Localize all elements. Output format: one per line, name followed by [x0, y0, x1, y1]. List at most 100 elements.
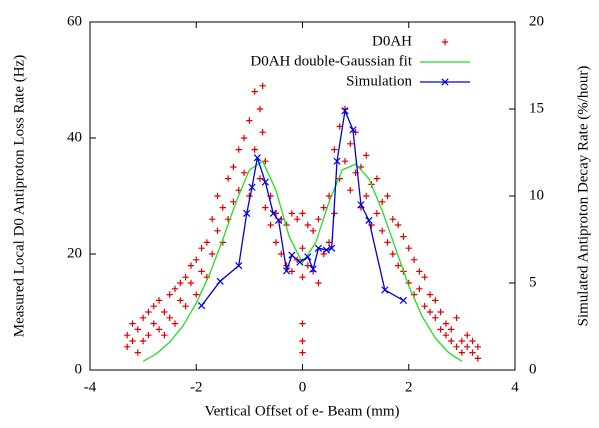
series-line [201, 108, 404, 307]
data-point [432, 297, 439, 304]
y2-tick-label: 20 [529, 13, 544, 29]
y2-tick-label: 5 [529, 274, 537, 290]
data-point [299, 245, 306, 252]
x-tick-label: 2 [405, 379, 413, 395]
y2-tick-label: 0 [529, 361, 537, 377]
legend-label: D0AH double-Gaussian fit [250, 53, 412, 69]
data-point [347, 140, 354, 147]
x-axis-label: Vertical Offset of e- Beam (mm) [204, 403, 399, 419]
data-point [193, 291, 200, 298]
data-point [139, 337, 147, 345]
y-tick-label: 60 [67, 13, 82, 29]
y2-tick-label: 15 [529, 100, 544, 116]
data-point [235, 146, 242, 153]
data-point [177, 297, 184, 304]
data-point [336, 123, 343, 130]
data-point [463, 332, 471, 339]
series-line [142, 160, 463, 362]
x-tick-label: 0 [299, 379, 307, 395]
x-tick-label: -2 [190, 379, 203, 395]
data-point [349, 126, 357, 134]
data-point [365, 216, 373, 224]
data-point [458, 337, 466, 345]
data-point [474, 343, 482, 350]
data-point [293, 216, 301, 223]
data-point [463, 343, 471, 350]
data-point [442, 332, 450, 339]
data-point [458, 349, 466, 356]
data-point [426, 308, 434, 316]
data-point [274, 216, 283, 224]
data-point [187, 262, 195, 269]
data-point [197, 301, 206, 310]
data-point [474, 355, 482, 362]
data-point [304, 253, 312, 261]
data-point [394, 262, 402, 269]
data-point [282, 267, 291, 275]
data-point [166, 291, 173, 298]
data-point [448, 326, 455, 333]
data-point [296, 258, 304, 266]
data-point [381, 286, 389, 294]
data-point [261, 178, 269, 186]
data-point [177, 279, 184, 287]
data-point [150, 320, 157, 327]
data-point [299, 349, 306, 356]
data-point [193, 256, 200, 263]
y2-tick-label: 10 [529, 187, 544, 203]
data-point [145, 332, 152, 339]
data-point [309, 265, 317, 273]
data-point [240, 134, 248, 142]
data-point [243, 209, 251, 218]
data-point [262, 204, 269, 211]
data-point [328, 244, 336, 252]
data-point [373, 175, 381, 182]
data-point [216, 277, 224, 285]
data-point [123, 343, 131, 350]
data-point [410, 256, 418, 263]
legend-label: D0AH [372, 33, 412, 49]
data-point [123, 332, 131, 339]
data-point [299, 337, 306, 345]
data-point [469, 337, 476, 345]
data-point [214, 192, 221, 200]
data-point [304, 221, 312, 229]
data-point [155, 297, 163, 304]
data-point [315, 279, 322, 287]
data-point [389, 250, 397, 258]
data-point [299, 210, 306, 217]
data-point [171, 285, 179, 292]
data-point [235, 261, 243, 270]
data-point [198, 268, 205, 275]
data-point [161, 332, 168, 339]
x-tick-label: -4 [84, 379, 97, 395]
data-point [357, 201, 365, 209]
data-point [405, 245, 412, 252]
data-point [259, 129, 266, 136]
y-tick-label: 0 [75, 361, 83, 377]
y-tick-label: 40 [67, 129, 82, 145]
data-point [400, 233, 407, 240]
data-point [246, 117, 253, 124]
data-point [421, 274, 428, 281]
data-point [256, 105, 264, 113]
data-point [288, 251, 296, 259]
data-point [129, 320, 136, 327]
data-point [288, 210, 296, 217]
data-point [259, 82, 266, 89]
data-point [389, 216, 397, 223]
data-point [399, 296, 408, 305]
data-point [314, 244, 323, 252]
data-point [320, 204, 327, 211]
y-axis-label: Measured Local D0 Antiproton Loss Rate (… [11, 55, 27, 337]
data-point [453, 314, 460, 321]
data-point [187, 279, 195, 287]
legend-swatch [441, 78, 449, 86]
data-point [129, 337, 136, 345]
data-point [145, 308, 152, 316]
data-point [384, 192, 391, 200]
x-tick-label: 4 [511, 379, 519, 395]
data-point [267, 221, 274, 229]
data-point [171, 320, 179, 327]
data-point [378, 198, 386, 205]
